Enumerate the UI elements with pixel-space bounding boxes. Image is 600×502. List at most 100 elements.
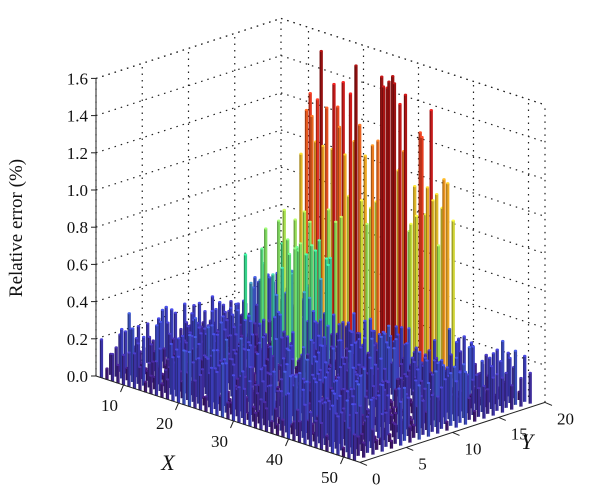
bar — [399, 400, 403, 446]
bar-shade — [351, 404, 353, 454]
bar-body — [282, 331, 286, 366]
y-tick-label: 20 — [557, 409, 574, 428]
bar — [409, 222, 413, 371]
bar-body — [292, 421, 296, 441]
bar-cap — [319, 318, 323, 321]
bar-cap — [268, 276, 272, 279]
bar-body — [368, 357, 372, 406]
bar-body — [486, 389, 490, 414]
bar-shade — [267, 347, 269, 367]
bar-body — [257, 411, 261, 424]
bar-shade — [403, 94, 406, 369]
bar-cap — [341, 446, 346, 449]
bar-body — [343, 420, 348, 446]
bar-body — [388, 434, 392, 442]
bar-cap — [350, 330, 354, 334]
bar-body — [252, 373, 256, 386]
bar-shade — [142, 336, 144, 386]
bar-cap — [175, 348, 179, 351]
bar — [325, 434, 329, 452]
bar-body — [467, 398, 471, 420]
bar-shade — [504, 372, 506, 408]
bar — [131, 327, 135, 382]
bar-shade — [308, 93, 310, 332]
bar-shade — [356, 436, 358, 456]
bar-body — [217, 351, 222, 369]
bar — [312, 377, 317, 424]
bar — [488, 356, 492, 403]
bar-cap — [473, 410, 477, 413]
bar-cap — [399, 376, 403, 379]
bar — [376, 139, 380, 360]
bar-shade — [528, 372, 530, 404]
x-tick-label: 10 — [101, 396, 118, 415]
bar-body — [407, 370, 411, 400]
bar-body — [290, 424, 294, 435]
x-tick-mark — [230, 420, 234, 429]
bar-body — [358, 405, 362, 445]
bar-shade — [405, 343, 407, 394]
bar-shade — [202, 397, 204, 406]
bar-cap — [467, 346, 472, 349]
bar-cap — [489, 365, 494, 368]
bar — [384, 411, 388, 447]
bar-cap — [173, 311, 178, 314]
bar-shade — [363, 338, 365, 386]
bar-cap — [221, 315, 225, 318]
bar-cap — [435, 192, 439, 196]
bar-cap — [379, 357, 383, 360]
bar-body — [253, 412, 258, 429]
bar-shade — [243, 320, 245, 371]
bar-body — [313, 321, 317, 370]
bar-cap — [186, 325, 190, 328]
bar — [360, 432, 364, 451]
bar-cap — [341, 320, 345, 324]
bar — [368, 356, 372, 406]
bar-cap — [252, 405, 256, 408]
bar-cap — [519, 376, 523, 380]
bar-shade — [414, 380, 416, 427]
bar-cap — [326, 208, 331, 211]
bar-cap — [254, 333, 259, 336]
bar-body — [415, 406, 420, 433]
bar-shade — [343, 154, 345, 349]
bar-shade — [368, 357, 370, 406]
bar-shade — [308, 297, 310, 368]
bar-body — [471, 379, 475, 415]
bar-body — [395, 425, 399, 433]
bar-cap — [373, 363, 378, 366]
bar-cap — [334, 220, 338, 223]
bar-shade — [357, 339, 359, 384]
bar-shade — [241, 371, 243, 418]
bar-body — [359, 347, 363, 391]
bar-cap — [314, 419, 318, 422]
bar-cap — [370, 329, 374, 332]
bar-shade — [339, 216, 341, 354]
bar-cap — [412, 423, 416, 426]
bar-shade — [330, 148, 332, 339]
bar-body — [426, 382, 431, 437]
bar-cap — [371, 396, 375, 399]
bar-shade — [406, 397, 408, 436]
bar-shade — [274, 408, 276, 429]
bar-body — [360, 433, 364, 451]
bar-body — [425, 411, 429, 430]
bar-body — [318, 401, 322, 444]
bar-cap — [421, 399, 425, 402]
bar — [175, 348, 179, 397]
bar-cap — [324, 257, 329, 260]
bar-cap — [396, 333, 400, 336]
bar — [332, 82, 336, 346]
bar-cap — [304, 253, 308, 256]
bar-shade — [334, 413, 336, 449]
bar-shade — [336, 416, 338, 456]
bar-cap — [232, 325, 236, 329]
bar — [279, 390, 283, 431]
bar — [363, 154, 367, 350]
bar-body — [528, 372, 532, 404]
bar-shade — [495, 374, 497, 411]
bar-shade — [390, 362, 392, 395]
bar-body — [116, 364, 120, 384]
bar-cap — [243, 253, 248, 256]
bar-shade — [409, 223, 411, 371]
